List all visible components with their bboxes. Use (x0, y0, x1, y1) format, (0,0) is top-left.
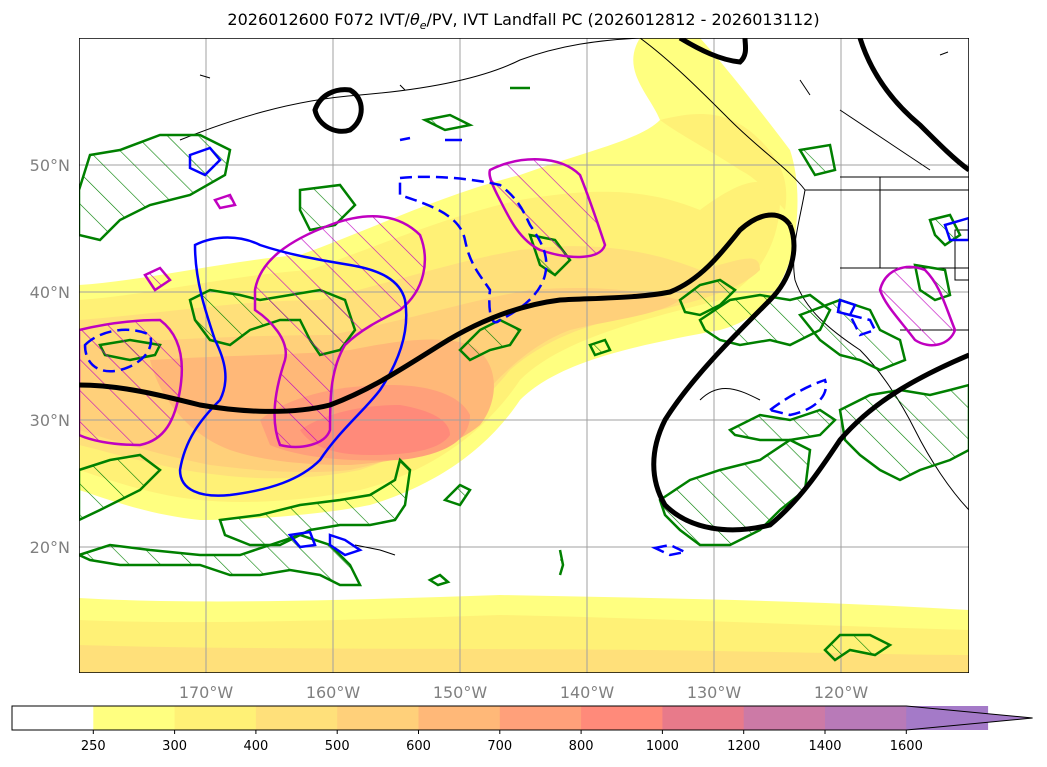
ivt-south-400 (79, 645, 969, 673)
lon-label-160w: 160°W (306, 683, 361, 702)
colorbar-tick-label: 700 (487, 739, 512, 754)
colorbar-tick-label: 1600 (890, 739, 923, 754)
blue-dashed-contours (83, 175, 877, 557)
colorbar-tick-label: 1000 (646, 739, 679, 754)
lat-label-40: 40°N (30, 283, 70, 302)
colorbar-segment (337, 706, 419, 730)
colorbar-segment (499, 706, 582, 730)
ivt-coast (660, 114, 787, 210)
colorbar-tick-label: 600 (406, 739, 431, 754)
colorbar-segment (825, 706, 907, 730)
theta-symbol: θ (409, 10, 420, 29)
colorbar-segment (743, 706, 826, 730)
lon-label-170w: 170°W (179, 683, 234, 702)
lon-label-140w: 140°W (560, 683, 615, 702)
lat-label-30: 30°N (30, 411, 70, 430)
lon-label-120w: 120°W (814, 683, 869, 702)
colorbar-tick-label: 1400 (808, 739, 841, 754)
colorbar-tick-label: 1200 (727, 739, 760, 754)
colorbar-segment (12, 706, 94, 730)
colorbar-segment (662, 706, 745, 730)
lon-label-130w: 130°W (687, 683, 742, 702)
colorbar-tick-label: 300 (162, 739, 187, 754)
colorbar-segment (581, 706, 663, 730)
colorbar-tick-label: 400 (243, 739, 268, 754)
colorbar-extend-arrow (906, 706, 1033, 730)
colorbar-tick-label: 250 (81, 739, 106, 754)
map-area (79, 38, 969, 673)
ivt-800 (300, 405, 450, 455)
colorbar-segment (174, 706, 257, 730)
lon-labels: 170°W 160°W 150°W 140°W 130°W 120°W (179, 683, 869, 702)
chart-title: 2026012600 F072 IVT/θe/PV, IVT Landfall … (227, 10, 820, 33)
coastlines (179, 38, 969, 556)
colorbar-segment (93, 706, 176, 730)
colorbar-tick-label: 500 (325, 739, 350, 754)
colorbar-tick-label: 800 (569, 739, 594, 754)
colorbar: 250 300 400 500 600 700 800 1000 1200 1400 1600 (11, 705, 1033, 754)
colorbar-segment (418, 706, 501, 730)
colorbar-segment (255, 706, 338, 730)
lon-label-150w: 150°W (433, 683, 488, 702)
theta-subscript: e (419, 19, 427, 33)
pv-contours (79, 38, 969, 533)
lat-label-50: 50°N (30, 156, 70, 175)
colorbar-outline (11, 705, 1033, 731)
lat-labels: 50°N 40°N 30°N 20°N (30, 156, 70, 557)
lat-label-20: 20°N (30, 538, 70, 557)
